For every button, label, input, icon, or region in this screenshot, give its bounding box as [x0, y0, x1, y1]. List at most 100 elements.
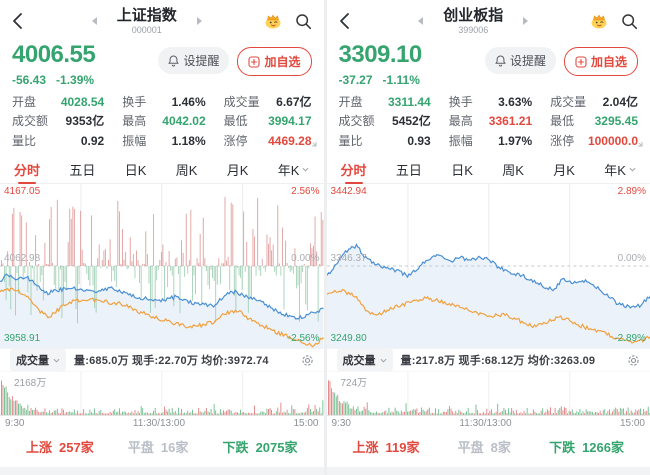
- stat-value: 4042.02: [162, 114, 206, 129]
- tab-minute[interactable]: 分时: [341, 160, 367, 187]
- expand-stats-icon[interactable]: [635, 134, 643, 152]
- change-amount: -56.43: [12, 73, 47, 87]
- chart-prevclose-value: 4062.98: [4, 253, 41, 264]
- tab-weekly-k[interactable]: 周K: [176, 160, 198, 187]
- set-alert-button[interactable]: 设提醒: [158, 47, 230, 74]
- stat-cell: 涨停 4469.28: [224, 133, 312, 148]
- set-alert-label: 设提醒: [183, 54, 220, 68]
- decliners-label: 下跌: [549, 440, 576, 455]
- tab-monthly-k[interactable]: 月K: [227, 160, 249, 187]
- volume-chart[interactable]: 2168万: [0, 372, 324, 416]
- stat-value: 1.97%: [498, 133, 533, 148]
- tab-yearly-k[interactable]: 年K: [278, 160, 310, 187]
- panel-shanghai-index: 上证指数 000001 4006.55 -56.43 -1.39%: [0, 0, 324, 475]
- tab-minute[interactable]: 分时: [14, 160, 40, 187]
- back-button[interactable]: [339, 12, 357, 30]
- volume-indicator-dropdown[interactable]: 成交量: [336, 349, 393, 371]
- back-button[interactable]: [12, 12, 30, 30]
- bell-icon: [495, 54, 506, 66]
- price-block: 3309.10 -37.27 -1.11%: [339, 43, 423, 88]
- stat-label: 振幅: [122, 133, 147, 148]
- unchanged: 平盘 8家: [458, 437, 511, 456]
- stat-cell: 振幅 1.97%: [449, 133, 533, 148]
- advancers: 上涨 257家: [26, 437, 94, 456]
- tab-label: 周K: [502, 163, 524, 178]
- advancers-label: 上涨: [26, 440, 53, 455]
- chevron-left-icon: [339, 13, 349, 29]
- chart-settings-button[interactable]: [627, 354, 640, 367]
- header-center: 上证指数 000001: [30, 8, 264, 35]
- header-center: 创业板指 399006: [357, 8, 591, 35]
- tab-label: 五日: [69, 163, 96, 178]
- volume-header: 成交量 量:217.8万 现手:68.12万 均价:3263.09: [326, 348, 650, 372]
- volume-indicator-dropdown[interactable]: 成交量: [10, 349, 66, 371]
- stat-value: 3295.45: [594, 114, 638, 129]
- next-index-icon[interactable]: [196, 17, 202, 25]
- stat-label: 成交额: [12, 114, 49, 129]
- add-watchlist-icon: [575, 55, 587, 68]
- stat-value: 4469.28: [268, 133, 312, 148]
- chevron-down-icon: [53, 358, 60, 363]
- tab-5day[interactable]: 五日: [69, 160, 95, 187]
- stat-cell: 成交额 9353亿: [12, 115, 104, 128]
- decliners-label: 下跌: [222, 440, 249, 455]
- stat-label: 量比: [338, 133, 363, 148]
- tab-label: 年K: [277, 163, 300, 178]
- stat-label: 开盘: [12, 95, 37, 109]
- search-icon[interactable]: [295, 13, 312, 30]
- stat-value: 100000.0: [587, 133, 638, 148]
- add-watchlist-button[interactable]: 加自选: [563, 47, 638, 76]
- stat-cell: 最低 3994.17: [224, 115, 312, 128]
- tab-daily-k[interactable]: 日K: [125, 160, 147, 187]
- tab-label: 月K: [553, 163, 575, 178]
- index-price: 4006.55: [12, 41, 96, 68]
- chart-zero-percent: 0.00%: [291, 253, 320, 264]
- add-watchlist-button[interactable]: 加自选: [237, 47, 312, 76]
- panel-chinext-index: 创业板指 399006 3309.10 -37.27 -1.11%: [326, 0, 650, 475]
- header-bar: 创业板指 399006: [327, 0, 650, 36]
- prev-index-icon[interactable]: [418, 17, 424, 25]
- minute-chart[interactable]: 4167.05 2.56% 4062.98 0.00% 3958.91 -2.5…: [0, 184, 324, 348]
- price-section: 3309.10 -37.27 -1.11% 设提醒 加自选: [327, 36, 650, 88]
- volume-info: 量:685.0万 现手:22.70万 均价:3972.74: [74, 355, 269, 367]
- time-close: 15:00: [619, 418, 645, 429]
- page-title: 上证指数: [116, 6, 177, 24]
- time-open: 9:30: [5, 418, 25, 429]
- advancers-label: 上涨: [352, 440, 379, 455]
- market-breadth: 上涨 119家 平盘 8家 下跌 1266家: [327, 431, 650, 462]
- prev-index-icon[interactable]: [91, 17, 97, 25]
- unchanged-count: 8家: [490, 440, 511, 455]
- unchanged: 平盘 16家: [128, 437, 188, 456]
- stat-cell: 开盘 3311.44: [339, 95, 431, 109]
- time-axis: 9:30 11:30/13:00 15:00: [327, 416, 650, 431]
- tab-weekly-k[interactable]: 周K: [502, 160, 524, 187]
- tab-yearly-k[interactable]: 年K: [604, 160, 636, 187]
- chart-high-value: 3442.94: [330, 186, 367, 197]
- minute-chart[interactable]: 3442.94 2.89% 3346.37 0.00% 3249.80 -2.8…: [326, 184, 650, 348]
- vip-emoji-icon[interactable]: [590, 13, 608, 29]
- page-title: 创业板指: [443, 6, 504, 24]
- decliners: 下跌 1266家: [549, 437, 624, 456]
- chart-high-value: 4167.05: [4, 186, 41, 197]
- vip-emoji-icon[interactable]: [264, 13, 282, 29]
- stat-value: 3361.21: [488, 114, 533, 129]
- bell-icon: [168, 54, 180, 66]
- search-icon[interactable]: [621, 13, 638, 30]
- index-change: -37.27 -1.11%: [339, 73, 422, 87]
- set-alert-button[interactable]: 设提醒: [484, 47, 556, 74]
- stat-label: 最低: [223, 114, 248, 129]
- expand-stats-icon[interactable]: [309, 134, 317, 152]
- stat-value: 3.63%: [498, 95, 533, 109]
- volume-chart[interactable]: 724万: [326, 372, 650, 416]
- chart-settings-button[interactable]: [301, 354, 314, 367]
- next-index-icon[interactable]: [523, 17, 529, 25]
- chart-low-percent: -2.89%: [614, 333, 646, 344]
- tab-5day[interactable]: 五日: [396, 160, 422, 187]
- tab-daily-k[interactable]: 日K: [451, 160, 473, 187]
- stat-cell: 开盘 4028.54: [12, 95, 104, 109]
- stat-value: 5452亿: [392, 114, 431, 129]
- header-icons: [590, 13, 638, 30]
- add-watchlist-label: 加自选: [264, 55, 301, 69]
- tab-monthly-k[interactable]: 月K: [553, 160, 575, 187]
- price-block: 4006.55 -56.43 -1.39%: [12, 41, 96, 88]
